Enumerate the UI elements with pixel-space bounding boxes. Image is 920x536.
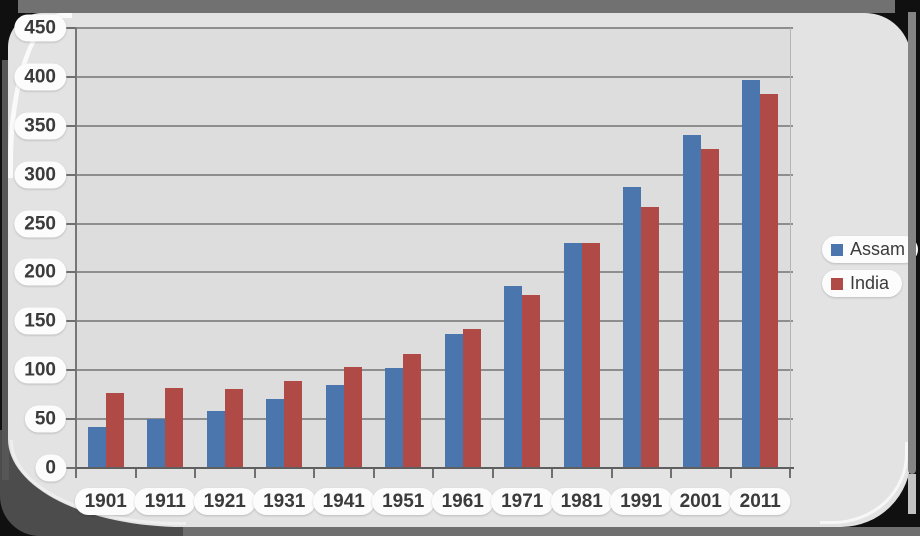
- gridline-200: [76, 271, 793, 274]
- x-axis-tick-11: [729, 469, 732, 478]
- y-axis-label-350: 350: [14, 112, 66, 140]
- x-axis-tick-12: [789, 469, 791, 478]
- bar-india-1901: [105, 392, 124, 468]
- x-axis-label-2011: 2011: [729, 488, 791, 515]
- bar-india-2001: [700, 149, 719, 468]
- scrollbar-thumb[interactable]: [908, 12, 916, 474]
- india-series-swatch-icon: [831, 277, 843, 290]
- x-axis-label-1971: 1971: [491, 488, 554, 515]
- x-axis-tick-3: [253, 469, 256, 478]
- bar-assam-1901: [87, 426, 106, 468]
- bar-assam-1931: [266, 398, 285, 468]
- bottom-edge-bar: [183, 527, 920, 536]
- bar-assam-2011: [742, 79, 761, 468]
- x-axis-tick-10: [670, 469, 672, 478]
- x-axis-tick-0: [75, 469, 77, 478]
- bar-assam-1991: [623, 187, 642, 468]
- y-axis-tick-400: [64, 75, 76, 78]
- x-axis-tick-9: [610, 469, 613, 478]
- x-axis-label-1921: 1921: [193, 488, 256, 515]
- y-axis-label-400: 400: [14, 63, 66, 91]
- y-axis-tick-450: [64, 27, 76, 29]
- x-axis-label-1951: 1951: [372, 488, 435, 515]
- bar-india-1991: [641, 206, 660, 468]
- bar-assam-1921: [206, 411, 225, 468]
- y-axis-tick-100: [64, 369, 76, 372]
- gridline-150: [76, 320, 793, 323]
- gridline-100: [76, 369, 793, 372]
- bar-assam-1941: [325, 384, 344, 468]
- gridline-50: [76, 418, 793, 421]
- x-axis-label-1911: 1911: [134, 488, 196, 515]
- y-axis-label-300: 300: [14, 161, 66, 189]
- x-axis-label-1901: 1901: [74, 488, 137, 515]
- gridline-450: [76, 27, 793, 29]
- x-axis-label-1981: 1981: [550, 488, 613, 515]
- x-axis-label-2001: 2001: [669, 488, 732, 515]
- bar-india-1931: [284, 380, 303, 468]
- top-edge-bar: [18, 0, 895, 13]
- bar-india-1981: [581, 243, 600, 468]
- x-axis-label-1931: 1931: [253, 488, 316, 515]
- y-axis-label-450: 450: [14, 14, 66, 42]
- y-axis-label-0: 0: [35, 454, 66, 482]
- legend-item-assam: Assam: [822, 236, 919, 263]
- y-axis-line: [75, 28, 77, 469]
- assam-series-swatch-icon: [831, 243, 843, 256]
- bar-india-1941: [343, 367, 362, 468]
- y-axis-tick-250: [64, 222, 76, 225]
- y-axis-tick-50: [64, 418, 76, 421]
- legend-label-india: India: [850, 273, 890, 293]
- scrollbar-track[interactable]: [908, 474, 916, 514]
- x-axis-tick-5: [372, 469, 375, 478]
- legend-item-india: India: [822, 270, 903, 297]
- bar-assam-2001: [682, 134, 701, 468]
- y-axis-tick-0: [64, 467, 76, 469]
- y-axis-tick-300: [64, 173, 76, 176]
- y-axis-tick-150: [64, 320, 76, 323]
- gridline-400: [76, 75, 793, 78]
- legend-label-assam: Assam: [850, 239, 906, 259]
- bar-assam-1971: [504, 286, 523, 468]
- bar-assam-1951: [385, 368, 404, 468]
- x-axis-tick-7: [491, 469, 494, 478]
- bar-assam-1961: [444, 334, 463, 468]
- y-axis-label-250: 250: [14, 210, 66, 238]
- x-axis-tick-6: [432, 469, 434, 478]
- bar-india-1971: [522, 294, 541, 468]
- x-axis-tick-8: [551, 469, 553, 478]
- plot-right-border: [790, 28, 791, 468]
- y-axis-tick-200: [64, 271, 76, 274]
- x-axis-tick-2: [194, 469, 196, 478]
- y-axis-label-200: 200: [14, 258, 66, 286]
- y-axis-tick-350: [64, 124, 76, 127]
- bar-india-1951: [403, 353, 422, 468]
- y-axis-label-50: 50: [24, 405, 66, 433]
- bar-india-2011: [760, 93, 779, 468]
- bar-india-1921: [224, 388, 243, 468]
- gridline-350: [76, 124, 793, 127]
- y-axis-label-100: 100: [14, 356, 66, 384]
- x-axis-label-1991: 1991: [610, 488, 673, 515]
- bar-assam-1981: [563, 243, 582, 468]
- x-axis-tick-4: [313, 469, 315, 478]
- x-axis-label-1941: 1941: [312, 488, 375, 515]
- y-axis-label-150: 150: [14, 307, 66, 335]
- x-axis-line: [75, 467, 794, 469]
- x-axis-label-1961: 1961: [431, 488, 494, 515]
- x-axis-tick-1: [134, 469, 137, 478]
- plot-area: [76, 28, 790, 468]
- gridline-250: [76, 222, 793, 225]
- page-corner-highlight-bottom-right: [820, 442, 908, 524]
- bar-india-1961: [462, 329, 481, 468]
- bar-india-1911: [165, 387, 184, 468]
- gridline-300: [76, 173, 793, 176]
- bar-assam-1911: [147, 419, 166, 468]
- page-left-edge: [2, 60, 9, 480]
